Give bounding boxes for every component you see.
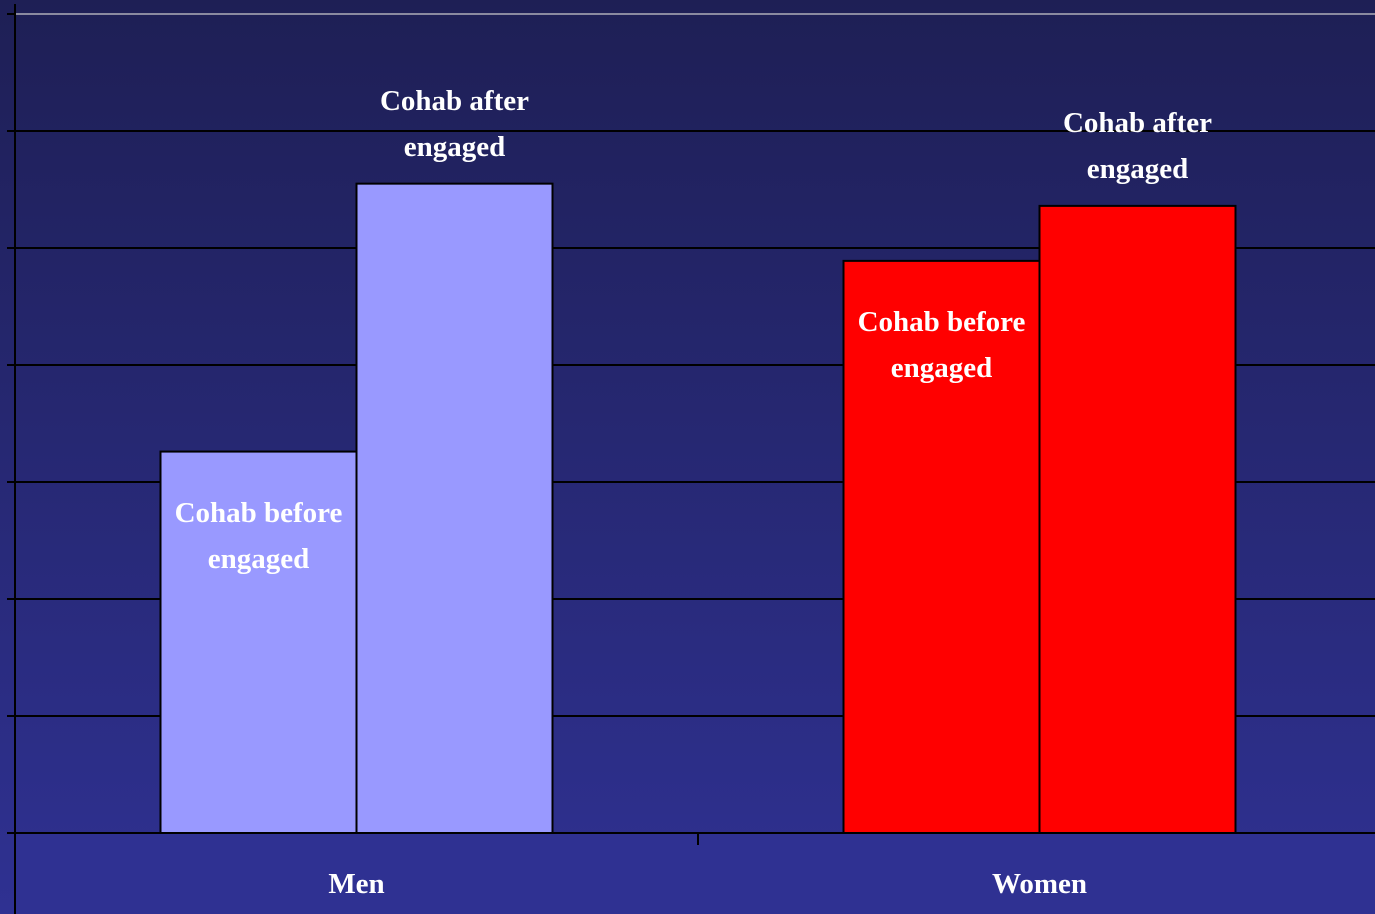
data-label: Cohab after engaged xyxy=(1062,106,1212,185)
bar xyxy=(842,259,1041,834)
x-tick-label: Men xyxy=(328,868,385,900)
data-label: Cohab before engaged xyxy=(174,496,343,575)
bar xyxy=(355,182,554,834)
bar xyxy=(1038,204,1237,834)
data-label: Cohab before engaged xyxy=(857,305,1026,384)
category-band xyxy=(15,833,1375,914)
data-label: Cohab after engaged xyxy=(379,84,529,163)
x-tick-label: Women xyxy=(991,868,1088,900)
